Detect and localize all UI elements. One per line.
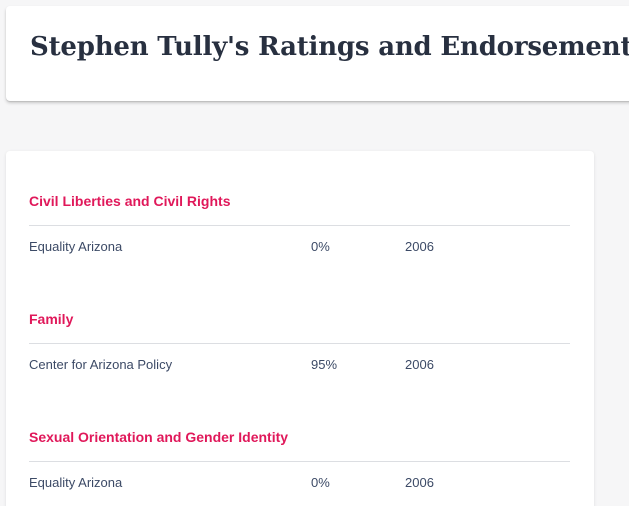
category-family: Family Center for Arizona Policy 95% 200… [29, 308, 570, 388]
page-title: Stephen Tully's Ratings and Endorsements [30, 32, 629, 62]
rating-row: Center for Arizona Policy 95% 2006 [29, 344, 570, 388]
divider [29, 461, 570, 462]
category-title: Civil Liberties and Civil Rights [29, 193, 231, 209]
rating-score: 95% [311, 357, 338, 372]
category-title: Sexual Orientation and Gender Identity [29, 429, 289, 445]
rating-year: 2006 [405, 475, 434, 490]
divider [29, 343, 570, 344]
rating-score: 0% [311, 475, 330, 490]
rating-year: 2006 [405, 357, 434, 372]
title-card: Stephen Tully's Ratings and Endorsements [6, 6, 629, 101]
rating-score: 0% [311, 239, 330, 254]
rating-year: 2006 [405, 239, 434, 254]
category-civil-liberties: Civil Liberties and Civil Rights Equalit… [29, 190, 570, 270]
rating-organization: Center for Arizona Policy [29, 357, 173, 372]
category-title: Family [29, 311, 74, 327]
rating-organization: Equality Arizona [29, 239, 123, 254]
divider [29, 225, 570, 226]
rating-row: Equality Arizona 0% 2006 [29, 462, 570, 506]
rating-organization: Equality Arizona [29, 475, 123, 490]
ratings-card: Civil Liberties and Civil Rights Equalit… [6, 151, 594, 506]
rating-row: Equality Arizona 0% 2006 [29, 226, 570, 270]
category-sexual-orientation: Sexual Orientation and Gender Identity E… [29, 426, 570, 506]
